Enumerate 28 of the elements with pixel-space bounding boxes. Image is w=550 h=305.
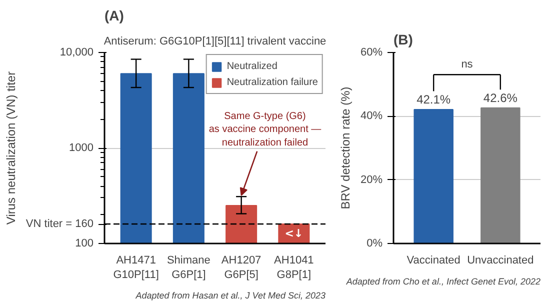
annotation: <↓ xyxy=(284,227,304,240)
y-tick-label: 10,000 xyxy=(60,46,94,58)
y-axis-title: BRV detection rate (%) xyxy=(338,86,352,210)
annotation: Same G-type (G6) as vaccine component — neutralization failed xyxy=(208,110,322,148)
x-tick-label: AH1471 G10P[11] xyxy=(113,254,159,281)
x-tick-label: AH1207 G6P[5] xyxy=(221,254,262,281)
y-tick-label: 1000 xyxy=(69,142,94,154)
chart-subtitle: Antiserum: G6G10P[1][5][11] trivalent vaccine xyxy=(104,36,326,48)
ref-line-label: VN titer = 160 xyxy=(26,218,94,230)
y-tick-label: 20% xyxy=(360,174,383,186)
y-tick-label: 60% xyxy=(360,46,383,58)
x-tick-label: AH1041 G8P[1] xyxy=(274,254,314,281)
y-axis-title: Virus neutralization (VN) titer xyxy=(4,71,18,225)
y-tick-label: 0% xyxy=(366,238,383,250)
legend-label: Neutralization failure xyxy=(226,76,318,89)
x-tick-label: Shimane G6P[1] xyxy=(166,254,210,281)
legend-label: Neutralized xyxy=(226,60,278,73)
data-label: 42.1% xyxy=(416,92,451,106)
data-label: 42.6% xyxy=(483,90,518,105)
annotation: ns xyxy=(461,58,474,71)
chart-title: (B) xyxy=(394,32,413,48)
y-tick-label: 40% xyxy=(360,110,383,122)
x-tick-label: Vaccinated xyxy=(406,254,460,266)
y-tick-label: 100 xyxy=(75,238,94,250)
chart-title: (A) xyxy=(104,8,124,24)
text: Adapted from Hasan et al., J Vet Med Sci, 2023 xyxy=(134,290,326,300)
text: Adapted from Cho et al., Infect Genet Evol, 2022 xyxy=(345,276,541,286)
x-tick-label: Unvaccinated xyxy=(467,254,534,266)
